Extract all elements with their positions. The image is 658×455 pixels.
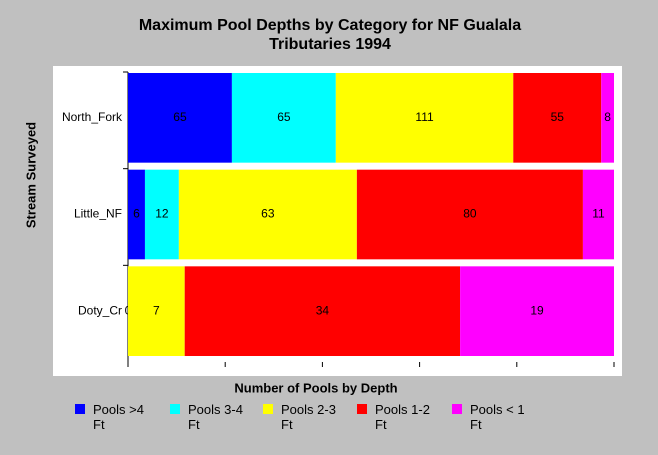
- bar-segment: [128, 266, 185, 356]
- x-axis-title: Number of Pools by Depth: [234, 380, 397, 395]
- data-label: 7: [153, 303, 160, 317]
- data-label: 65: [277, 110, 291, 124]
- data-label: 55: [551, 110, 565, 124]
- bar-segment: [513, 73, 602, 163]
- legend-swatch: [75, 404, 85, 414]
- chart-title: Maximum Pool Depths by Category for NF G…: [138, 17, 522, 53]
- legend-swatch: [357, 404, 367, 414]
- data-label: 34: [316, 303, 330, 317]
- y-axis-title: Stream Surveyed: [23, 122, 38, 228]
- bar-segment: [184, 266, 461, 356]
- y-tick-label: Little_NF: [74, 207, 122, 221]
- bar-segment: [144, 169, 179, 260]
- legend-swatch: [452, 404, 462, 414]
- data-label: 65: [173, 110, 187, 124]
- data-label: 11: [592, 207, 605, 221]
- y-tick-label: North_Fork: [62, 110, 123, 124]
- data-label: 80: [463, 207, 477, 221]
- bar-segment: [178, 169, 357, 260]
- legend-label: Pools 3-4 Ft: [188, 402, 243, 432]
- bar-segment: [128, 169, 145, 260]
- data-label: 8: [604, 110, 611, 124]
- legend-label: Pools 2-3 Ft: [281, 402, 336, 432]
- bar-segment: [356, 169, 583, 260]
- bar-segment: [231, 73, 336, 163]
- bar-segment: [335, 73, 514, 163]
- y-tick-label: Doty_Cr: [78, 303, 122, 317]
- data-label: 19: [530, 303, 544, 317]
- bar-segment: [460, 266, 614, 356]
- bar-segment: [582, 169, 614, 260]
- data-label: 12: [155, 207, 169, 221]
- bar-segment: [128, 73, 232, 163]
- legend-label: Pools >4 Ft: [93, 402, 144, 432]
- legend-label: Pools 1-2 Ft: [375, 402, 430, 432]
- data-label: 6: [133, 207, 140, 221]
- data-label: 111: [415, 110, 434, 124]
- legend-swatch: [170, 404, 180, 414]
- legend-label: Pools < 1 Ft: [470, 402, 525, 432]
- legend-swatch: [263, 404, 273, 414]
- data-label: 63: [261, 207, 275, 221]
- bar-segment: [601, 73, 614, 163]
